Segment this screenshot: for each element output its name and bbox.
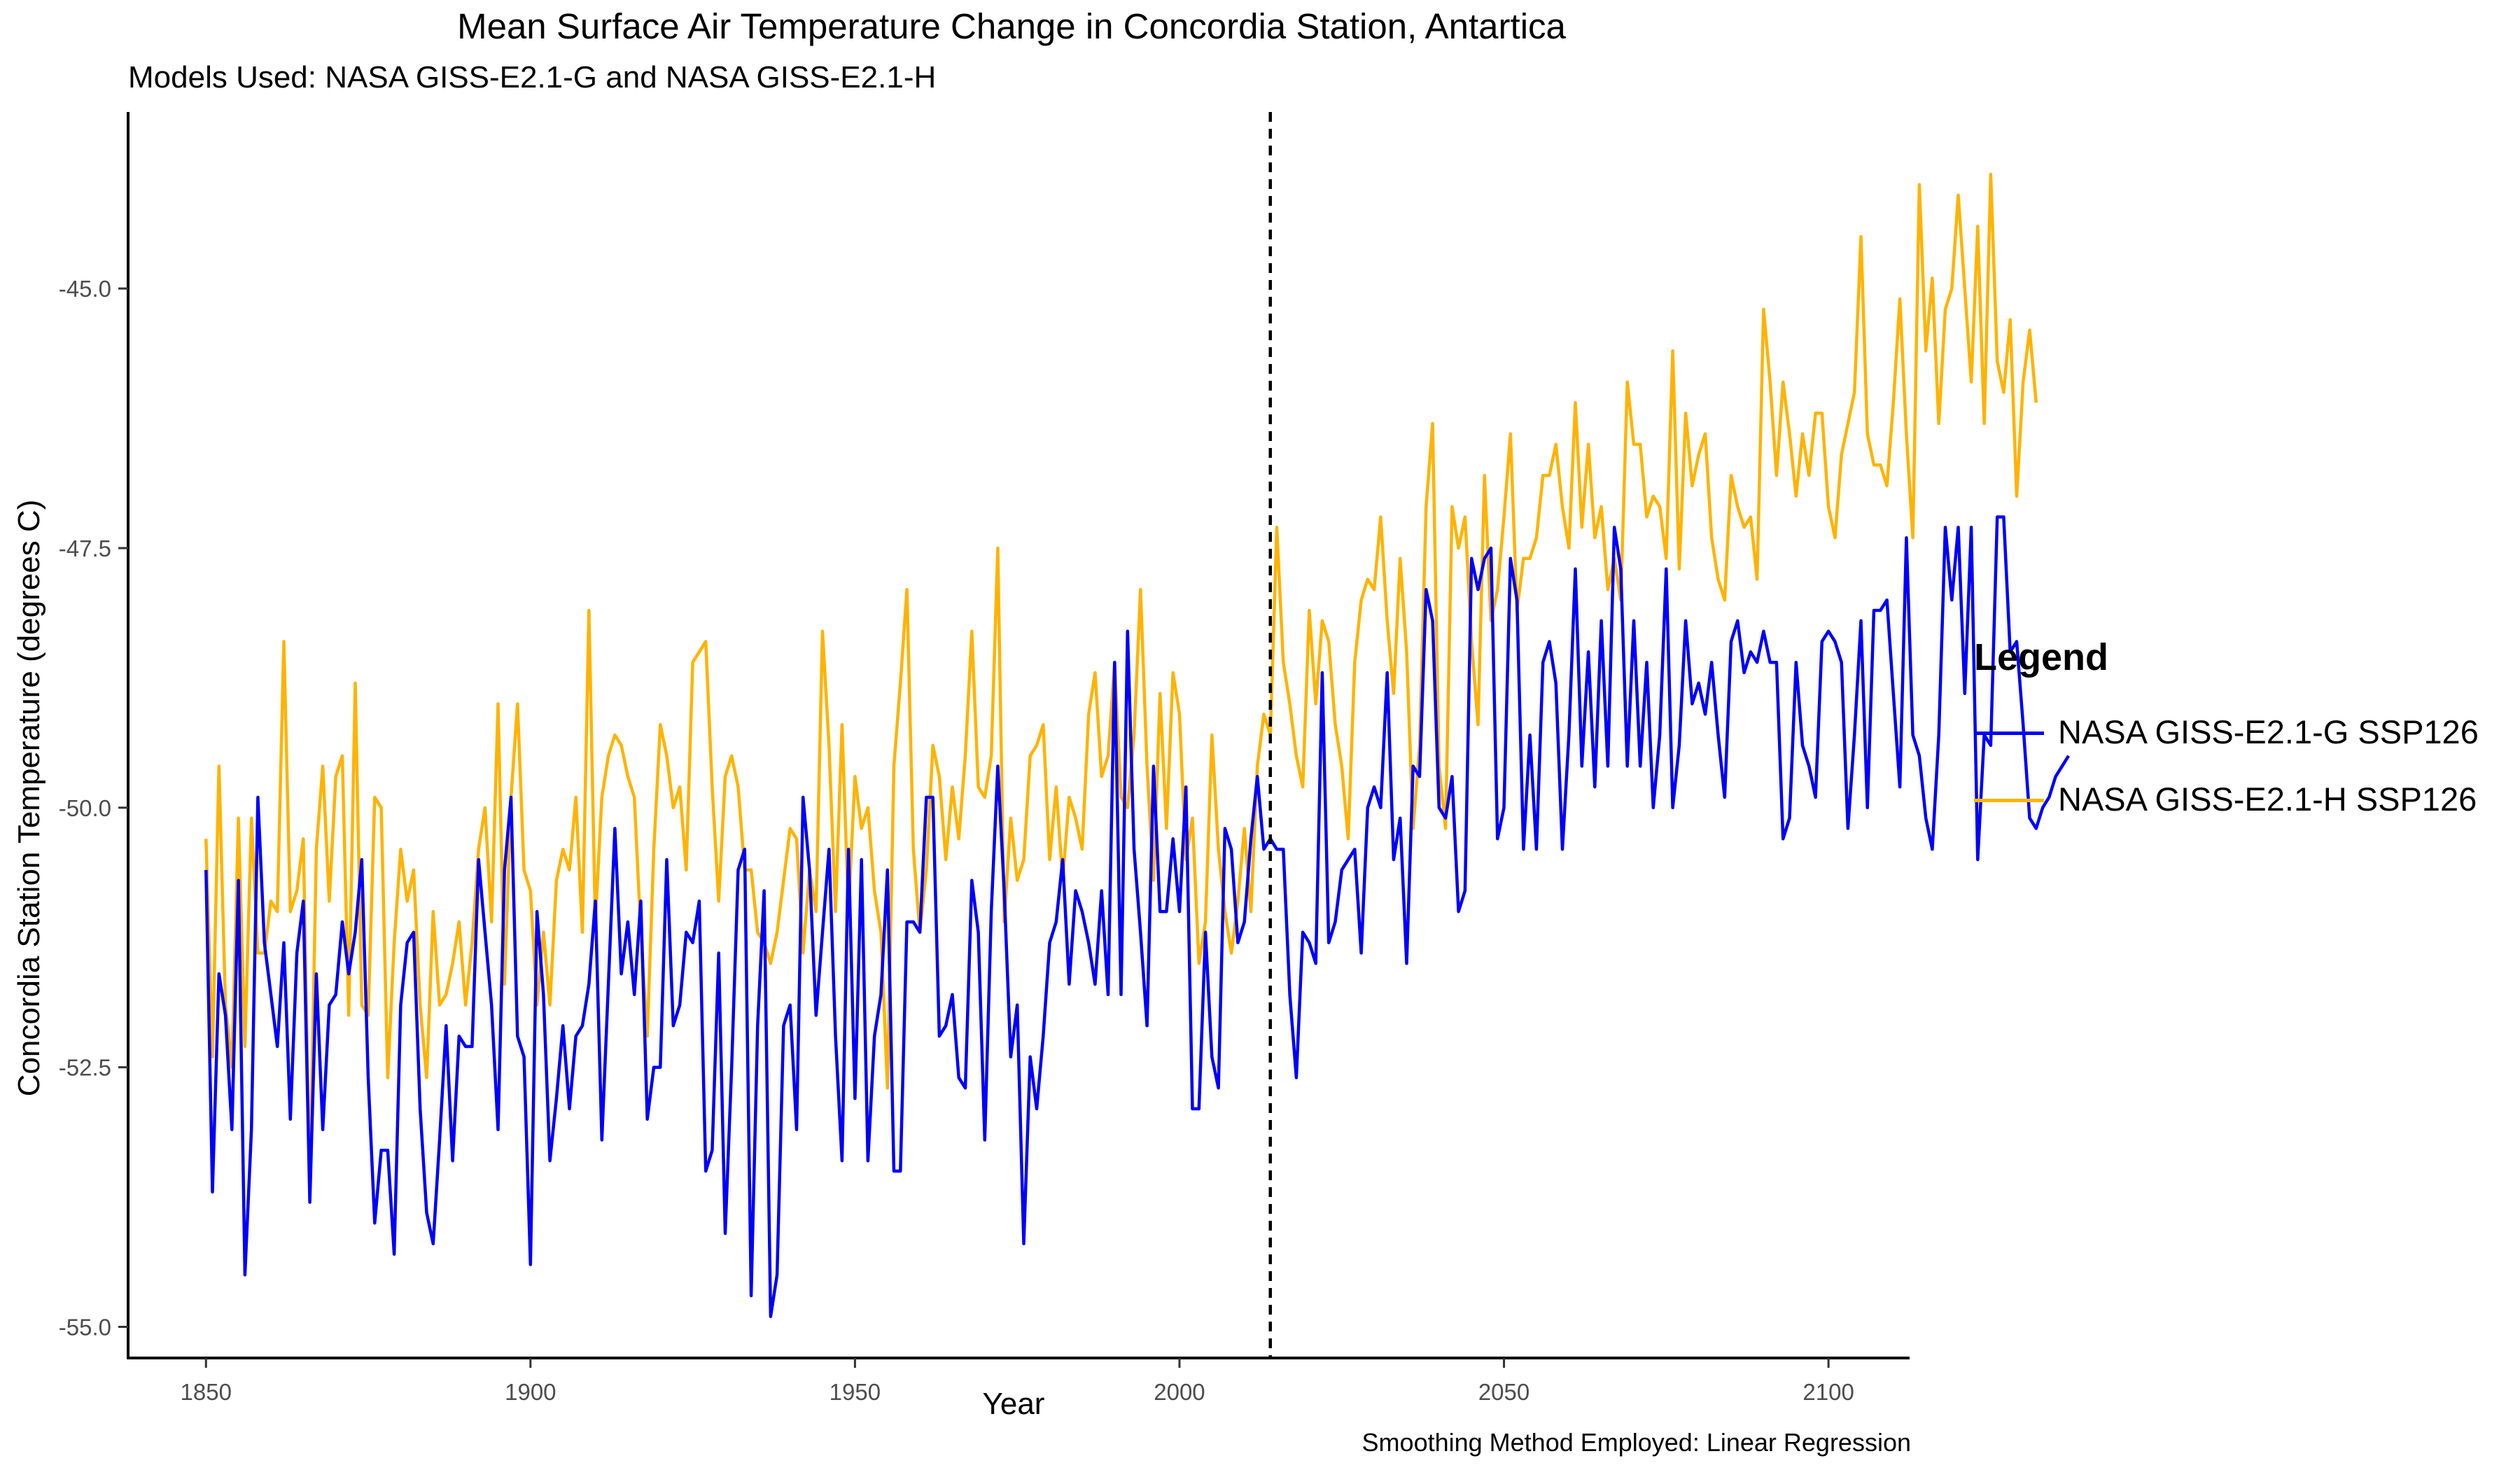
y-tick-label: -50.0 [59, 795, 111, 821]
axes [118, 112, 1910, 1368]
y-tick-label: -52.5 [59, 1055, 111, 1081]
y-tick-label: -45.0 [59, 276, 111, 302]
chart-title: Mean Surface Air Temperature Change in C… [457, 6, 1566, 46]
series-line-1 [204, 172, 2038, 1194]
series-line-0 [204, 515, 2071, 1318]
chart-subtitle: Models Used: NASA GISS-E2.1-G and NASA G… [128, 60, 937, 94]
x-tick-label: 1950 [830, 1379, 881, 1405]
x-tick-label: 2050 [1478, 1379, 1530, 1405]
x-tick-label: 2100 [1802, 1379, 1854, 1405]
legend-key-giss-h [1974, 799, 2044, 802]
legend-label-giss-h: NASA GISS-E2.1-H SSP126 [2058, 780, 2477, 818]
x-axis-title: Year [983, 1387, 1045, 1421]
legend-label-giss-g: NASA GISS-E2.1-G SSP126 [2058, 713, 2479, 750]
series-lines [204, 172, 2071, 1318]
y-tick-label: -55.0 [59, 1315, 111, 1340]
x-tick-label: 1900 [505, 1379, 556, 1405]
x-tick-label: 2000 [1154, 1379, 1205, 1405]
chart-caption: Smoothing Method Employed: Linear Regres… [1362, 1428, 1911, 1457]
tick-labels: 1850 1900 1950 2000 2050 2100 -55.0 -52.5 -50.0 -… [59, 276, 1854, 1405]
legend-title: Legend [1974, 636, 2109, 678]
legend-key-giss-g [1974, 732, 2044, 735]
y-axis-title: Concordia Station Temperature (degrees C… [12, 500, 46, 1097]
y-tick-label: -47.5 [59, 536, 111, 561]
x-tick-label: 1850 [181, 1379, 232, 1405]
